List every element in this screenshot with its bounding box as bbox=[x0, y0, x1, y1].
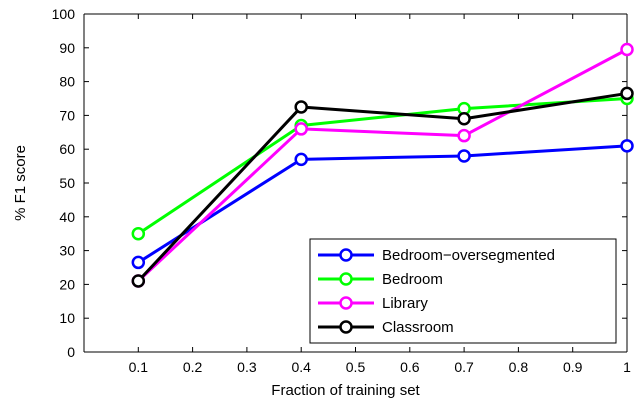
legend-swatch-marker bbox=[339, 248, 353, 262]
data-point bbox=[131, 274, 146, 288]
x-tick-label: 0.4 bbox=[291, 359, 311, 375]
x-tick-label: 0.5 bbox=[346, 359, 366, 375]
y-tick-label: 10 bbox=[59, 310, 75, 326]
x-tick-label: 0.8 bbox=[509, 359, 529, 375]
series-line bbox=[137, 91, 628, 283]
x-tick-label: 1 bbox=[623, 359, 631, 375]
legend-swatch-marker bbox=[339, 296, 353, 310]
legend-label: Classroom bbox=[382, 319, 454, 336]
data-point bbox=[620, 139, 634, 153]
data-point bbox=[457, 112, 471, 126]
legend-label: Bedroom bbox=[382, 271, 443, 288]
y-tick-label: 0 bbox=[67, 344, 75, 360]
y-tick-label: 60 bbox=[59, 141, 75, 157]
x-tick-label: 0.1 bbox=[129, 359, 149, 375]
y-tick-label: 90 bbox=[59, 40, 75, 56]
data-point bbox=[620, 42, 634, 57]
y-tick-label: 70 bbox=[59, 107, 75, 123]
data-point bbox=[131, 226, 146, 241]
legend-entry: Library bbox=[318, 295, 428, 312]
x-tick-label: 0.7 bbox=[454, 359, 474, 375]
series-3 bbox=[131, 86, 634, 288]
legend-entry: Bedroom bbox=[318, 271, 443, 288]
data-point bbox=[457, 128, 471, 143]
x-tick-label: 0.3 bbox=[237, 359, 257, 375]
y-tick-label: 80 bbox=[59, 74, 75, 90]
y-tick-label: 40 bbox=[59, 209, 75, 225]
legend-entry: Bedroom−oversegmented bbox=[318, 247, 555, 264]
series-0 bbox=[131, 139, 634, 270]
series-line bbox=[137, 97, 628, 235]
legend-swatch-marker bbox=[339, 320, 353, 334]
data-point bbox=[294, 122, 308, 136]
x-tick-label: 0.9 bbox=[563, 359, 583, 375]
data-point bbox=[294, 100, 308, 114]
legend-label: Bedroom−oversegmented bbox=[382, 247, 555, 264]
x-tick-label: 0.2 bbox=[183, 359, 203, 375]
data-point bbox=[131, 255, 146, 270]
y-tick-label: 50 bbox=[59, 175, 75, 191]
legend-swatch-marker bbox=[339, 272, 353, 286]
y-axis-label: % F1 score bbox=[12, 145, 29, 221]
legend-entry: Classroom bbox=[318, 319, 454, 336]
y-tick-label: 100 bbox=[52, 6, 76, 22]
data-point bbox=[457, 149, 471, 163]
y-tick-label: 30 bbox=[59, 243, 75, 259]
x-axis-label: Fraction of training set bbox=[271, 382, 420, 399]
series-line bbox=[137, 48, 628, 283]
x-tick-label: 0.6 bbox=[400, 359, 420, 375]
legend-label: Library bbox=[382, 295, 428, 312]
series-line bbox=[137, 144, 628, 264]
data-point bbox=[294, 152, 308, 167]
data-point bbox=[620, 86, 634, 101]
y-tick-label: 20 bbox=[59, 276, 75, 292]
